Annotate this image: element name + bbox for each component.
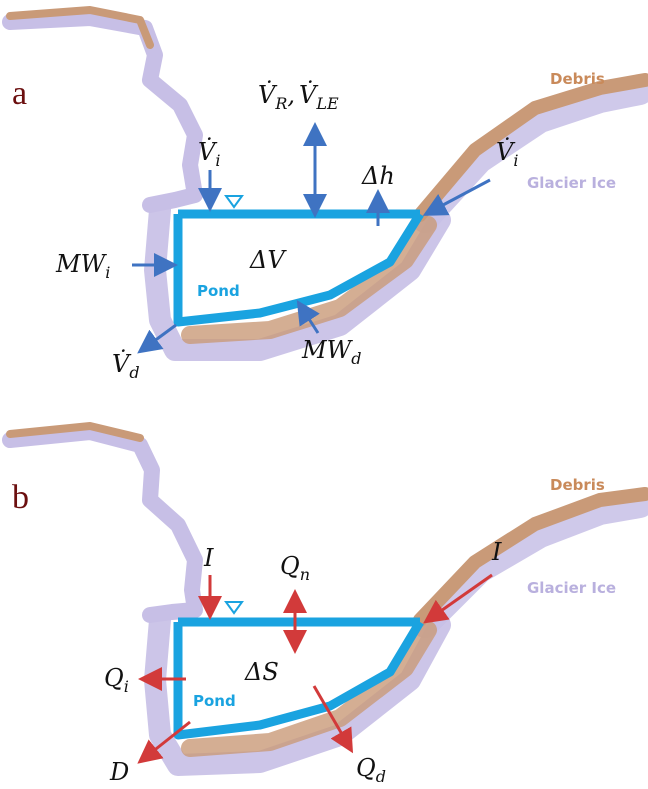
debris-pond-bottom-a (181, 216, 437, 344)
ice-right-slope-a (412, 79, 648, 233)
net-flux-label-b: Qn (280, 552, 310, 584)
debris-pond-bottom-b (181, 621, 437, 757)
drainage-label-a: V̇d (112, 350, 140, 382)
arrows-a (132, 122, 491, 354)
debris-label-a: Debris (550, 70, 605, 88)
inflow-right-arrow-a (422, 178, 491, 216)
inflow-left-label-b: I (203, 544, 214, 572)
ice-upper-left-slope-b (2, 424, 203, 623)
debris-label-b: Debris (550, 476, 605, 494)
inflow-right-label-b: I (491, 538, 502, 566)
glacier-ice-terrain-a (2, 10, 648, 361)
volume-change-label-a: ΔV (249, 246, 287, 274)
glacier-ice-label-b: Glacier Ice (527, 579, 616, 597)
level-change-label-a: Δh (361, 162, 395, 190)
melt-ice-label-a: MWi (55, 250, 110, 282)
melt-debris-arrow-a (296, 299, 320, 334)
debris-upper-left-a (6, 6, 154, 49)
runoff-evap-label-a: V̇R, V̇LE (258, 81, 339, 113)
heat-ice-label-b: Qi (104, 664, 129, 696)
panel-a: a Pond (2, 6, 648, 382)
ice-right-slope-b (412, 492, 648, 638)
water-level-icon (224, 195, 244, 209)
pond-label-a: Pond (197, 282, 240, 300)
debris-right-slope-a (413, 73, 648, 222)
drainage-arrow-b (137, 720, 191, 764)
inflow-right-arrow-b (423, 573, 493, 624)
pond-body-b (178, 622, 420, 735)
glacier-ice-label-a: Glacier Ice (527, 174, 616, 192)
pond-body-a (178, 214, 420, 322)
pond-b: Pond (173, 601, 424, 740)
ice-upper-left-slope-a (2, 10, 203, 213)
water-level-icon-b (224, 601, 244, 615)
debris-layer-b (6, 422, 648, 757)
melt-debris-label-a: MWd (301, 336, 362, 368)
heat-debris-arrow-b (312, 685, 354, 754)
heat-debris-label-b: Qd (356, 754, 386, 786)
ice-pond-basin-a (144, 199, 451, 361)
panel-letter-b: b (12, 479, 29, 516)
pond-label-b: Pond (193, 692, 236, 710)
debris-upper-left-b (6, 422, 144, 442)
drainage-label-b: D (109, 758, 129, 786)
inflow-right-label-a: V̇i (496, 138, 518, 170)
debris-layer-a (6, 6, 648, 344)
panel-b: b Pond I Qn I ΔS (2, 422, 648, 786)
drainage-arrow-a (137, 323, 177, 354)
debris-right-slope-b (413, 487, 648, 627)
inflow-left-label-a: V̇i (198, 138, 220, 170)
arrows-b (137, 573, 493, 764)
pond-outline-a (173, 209, 424, 327)
storage-change-label-b: ΔS (244, 658, 279, 686)
pond-a: Pond (173, 195, 424, 327)
panel-letter-a: a (12, 75, 27, 112)
